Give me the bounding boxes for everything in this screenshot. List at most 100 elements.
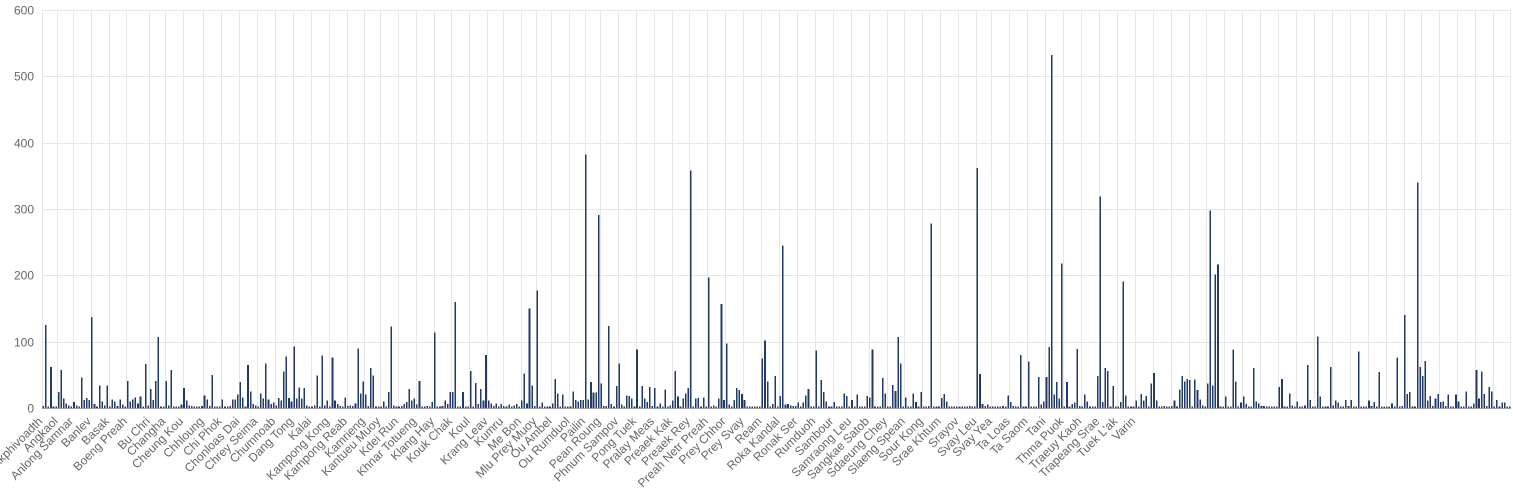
bar [1160, 406, 1163, 408]
bar [1030, 406, 1032, 408]
bar [1378, 372, 1380, 408]
bar [444, 400, 446, 408]
bar [674, 370, 677, 408]
bar [838, 406, 840, 408]
bar [42, 406, 45, 408]
bar [1421, 376, 1424, 408]
bar [976, 167, 979, 408]
bar [892, 384, 894, 408]
bar [1452, 406, 1455, 408]
bar [938, 406, 940, 408]
bar [1434, 398, 1437, 408]
bar [1404, 315, 1406, 408]
bar [1045, 376, 1048, 408]
bar [1503, 402, 1506, 408]
bar [633, 406, 636, 408]
bar [876, 406, 879, 408]
y-tick-label: 300 [14, 203, 34, 217]
bar [533, 406, 536, 408]
bar [669, 405, 672, 408]
bar [577, 401, 579, 408]
bar [288, 398, 290, 408]
bar [1112, 386, 1114, 408]
bar [188, 405, 190, 408]
bar [961, 406, 963, 408]
bar [513, 405, 515, 408]
bar [477, 404, 480, 408]
bar [1081, 406, 1084, 408]
bar [1340, 406, 1342, 408]
bar [1427, 400, 1429, 408]
bar [451, 392, 454, 408]
bar [828, 406, 830, 408]
bar [65, 403, 68, 408]
bar [974, 406, 976, 408]
bar [1424, 360, 1427, 408]
bar [1227, 406, 1229, 408]
bar [308, 406, 311, 408]
bar [354, 403, 357, 408]
bar [733, 400, 736, 408]
bar [544, 406, 546, 408]
bar [1352, 406, 1355, 408]
bar [321, 355, 324, 408]
bar [1076, 348, 1079, 408]
bar [1296, 401, 1299, 408]
bar [538, 406, 541, 408]
bar [866, 396, 869, 408]
bar [887, 406, 889, 408]
bar [1153, 372, 1155, 408]
bar [1483, 394, 1485, 408]
bar [518, 406, 521, 408]
bar [1467, 406, 1470, 408]
bar [846, 396, 848, 408]
bar [802, 402, 805, 408]
bar [1068, 406, 1071, 408]
bar [861, 406, 864, 408]
bar [956, 406, 958, 408]
bar [1212, 385, 1214, 408]
bar [1299, 406, 1301, 408]
bar [1406, 394, 1409, 408]
bar [521, 400, 523, 408]
bar [457, 406, 459, 408]
bar [260, 393, 262, 408]
bar [966, 406, 968, 408]
bar [403, 404, 405, 408]
bar [293, 346, 295, 408]
bar [208, 406, 211, 408]
bar [229, 406, 231, 408]
bar [1117, 406, 1119, 408]
bar [869, 397, 871, 408]
bar [1186, 378, 1189, 408]
bar [257, 406, 260, 408]
bar [1383, 406, 1386, 408]
bar [830, 406, 833, 408]
bar [1270, 406, 1273, 408]
bar [1386, 406, 1388, 408]
bar [116, 406, 119, 408]
bar [574, 400, 577, 408]
bar [367, 406, 370, 408]
bar [352, 406, 354, 408]
bar [1014, 406, 1017, 408]
bar [464, 406, 467, 408]
bar [851, 400, 853, 408]
bar [572, 391, 574, 408]
bar [124, 406, 126, 408]
bar [462, 392, 464, 408]
bar [1171, 406, 1173, 408]
bar [1032, 406, 1035, 408]
bar [989, 406, 991, 408]
bar [70, 406, 73, 408]
bar [423, 406, 426, 408]
bar [1066, 382, 1068, 408]
bar [902, 406, 904, 408]
bar [784, 404, 787, 408]
bar [236, 394, 239, 408]
bar [57, 392, 60, 408]
bar [1478, 398, 1480, 408]
bar [656, 406, 659, 408]
bar [1465, 391, 1468, 408]
bar [810, 406, 812, 408]
